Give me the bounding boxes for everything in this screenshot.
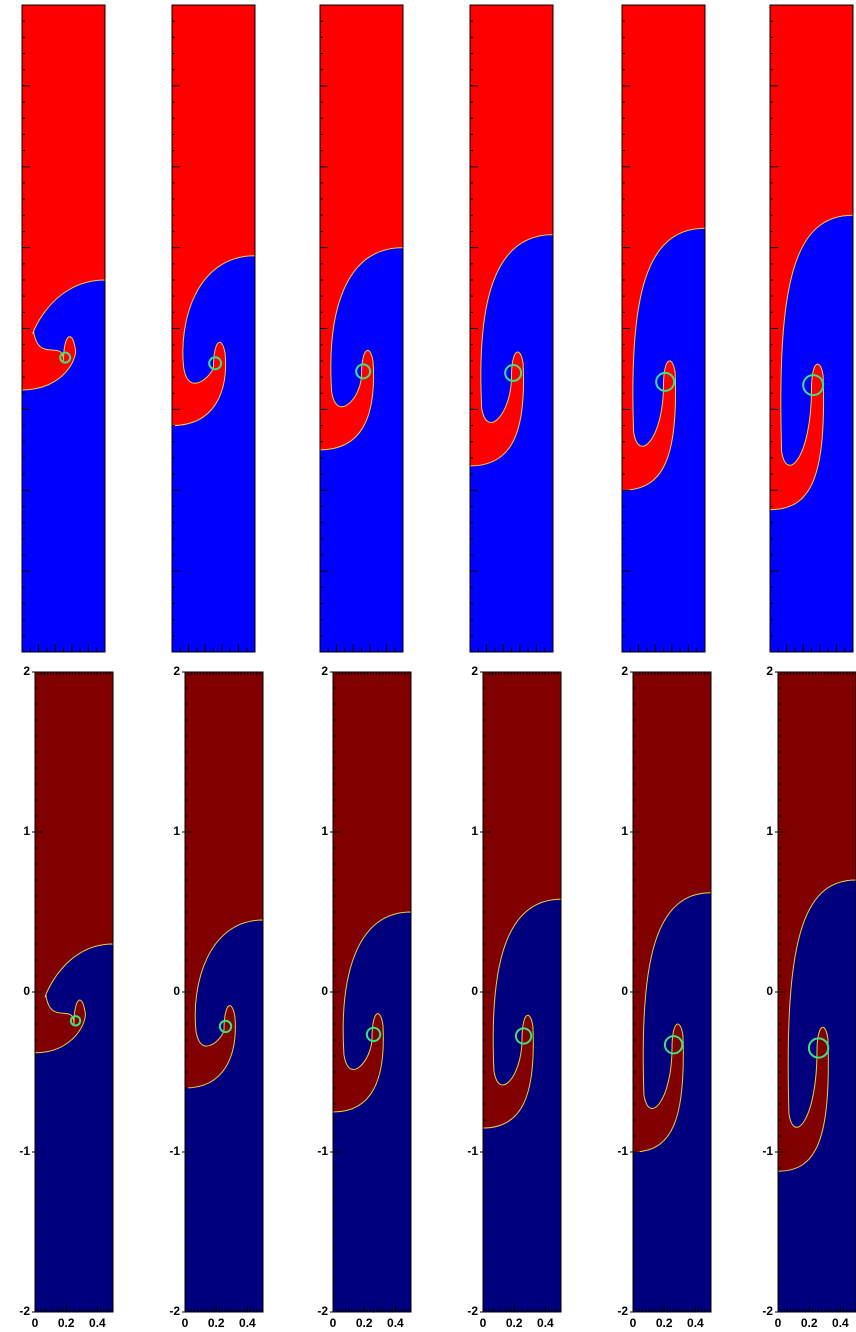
y-tick-label: -1	[317, 1144, 328, 1158]
vortex	[355, 363, 372, 380]
y-tick-label: 1	[471, 824, 478, 838]
y-tick-label: 2	[321, 664, 328, 678]
y-tick-label: 2	[23, 664, 30, 678]
light-fluid	[469, 234, 554, 653]
x-tick-label: 0.2	[656, 1316, 673, 1330]
vortex	[514, 1027, 533, 1045]
y-tick-label: -1	[169, 1144, 180, 1158]
vortex	[802, 374, 825, 397]
vortex	[655, 371, 676, 392]
light-fluid	[21, 279, 106, 653]
x-tick-label: 0	[182, 1316, 189, 1330]
vortex	[504, 364, 523, 382]
x-tick-label: 0	[630, 1316, 637, 1330]
vortex	[59, 351, 72, 364]
x-tick-label: 0	[480, 1316, 487, 1330]
x-tick-label: 0.2	[506, 1316, 523, 1330]
x-tick-label: 0	[32, 1316, 39, 1330]
light-fluid	[171, 255, 256, 653]
y-tick-label: -2	[467, 1304, 478, 1318]
x-tick-label: 0.2	[356, 1316, 373, 1330]
light-fluid	[482, 898, 562, 1313]
x-tick-label: 0.4	[687, 1316, 704, 1330]
vortex	[208, 356, 223, 371]
y-tick-label: 1	[321, 824, 328, 838]
y-tick-label: 0	[471, 984, 478, 998]
y-tick-label: 1	[621, 824, 628, 838]
x-tick-label: 0.4	[537, 1316, 554, 1330]
x-tick-label: 0.4	[239, 1316, 256, 1330]
y-tick-label: 0	[23, 984, 30, 998]
vortex	[218, 1019, 233, 1034]
y-tick-label: -1	[19, 1144, 30, 1158]
vortex	[69, 1015, 82, 1027]
y-tick-label: -2	[762, 1304, 773, 1318]
y-tick-label: 2	[621, 664, 628, 678]
x-tick-label: 0.4	[832, 1316, 849, 1330]
light-fluid	[319, 247, 404, 653]
vortex	[807, 1037, 830, 1059]
x-tick-label: 0.2	[208, 1316, 225, 1330]
y-tick-label: -2	[169, 1304, 180, 1318]
y-tick-label: -2	[317, 1304, 328, 1318]
y-tick-label: -1	[762, 1144, 773, 1158]
light-fluid	[34, 943, 114, 1313]
x-tick-label: 0	[775, 1316, 782, 1330]
light-fluid	[332, 911, 412, 1313]
y-tick-label: 2	[173, 664, 180, 678]
vortex	[663, 1035, 684, 1055]
y-tick-label: 1	[766, 824, 773, 838]
x-tick-label: 0.4	[387, 1316, 404, 1330]
y-tick-label: 0	[766, 984, 773, 998]
x-tick-label: 0.2	[58, 1316, 75, 1330]
y-tick-label: -2	[19, 1304, 30, 1318]
y-tick-label: 2	[471, 664, 478, 678]
y-tick-label: -1	[467, 1144, 478, 1158]
y-tick-label: 1	[23, 824, 30, 838]
y-tick-label: -1	[617, 1144, 628, 1158]
y-tick-label: -2	[617, 1304, 628, 1318]
light-fluid	[621, 227, 706, 653]
y-tick-label: 0	[173, 984, 180, 998]
x-tick-label: 0	[330, 1316, 337, 1330]
vortex	[365, 1026, 382, 1043]
y-tick-label: 0	[621, 984, 628, 998]
light-fluid	[769, 214, 854, 653]
y-tick-label: 2	[766, 664, 773, 678]
light-fluid	[632, 892, 712, 1313]
x-tick-label: 0.4	[89, 1316, 106, 1330]
light-fluid	[777, 879, 856, 1313]
x-tick-label: 0.2	[801, 1316, 818, 1330]
y-tick-label: 0	[321, 984, 328, 998]
y-tick-label: 1	[173, 824, 180, 838]
